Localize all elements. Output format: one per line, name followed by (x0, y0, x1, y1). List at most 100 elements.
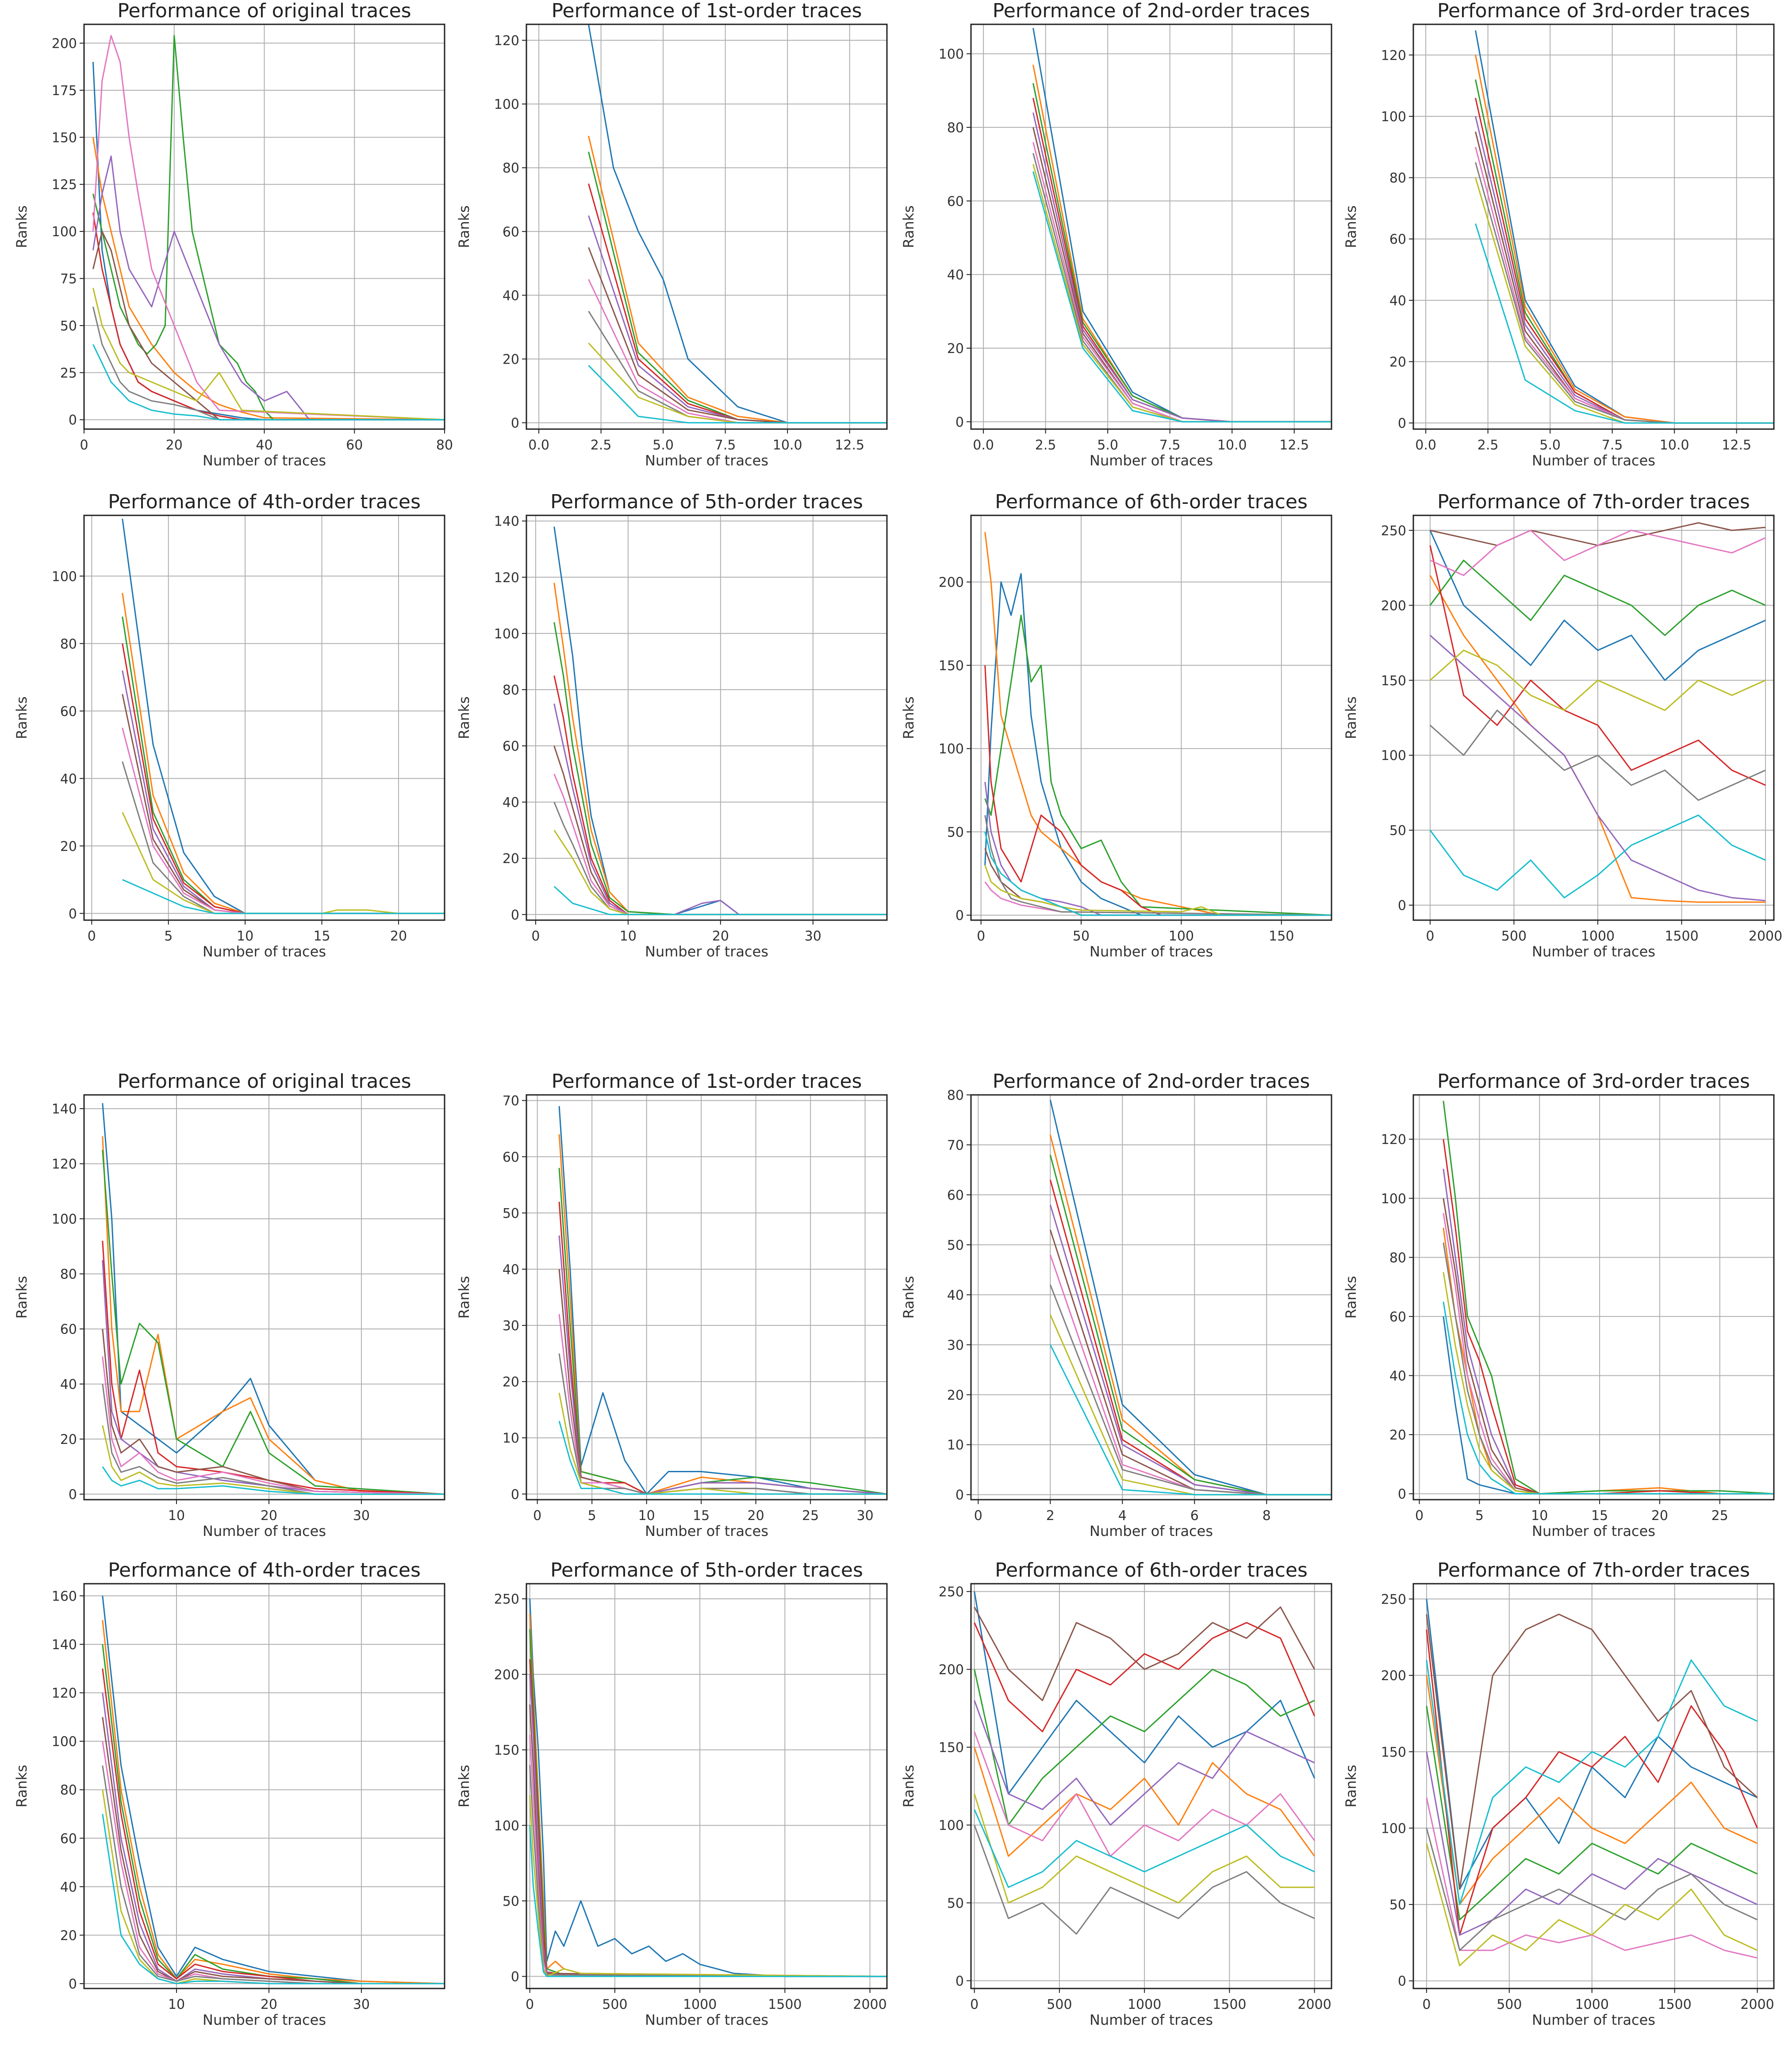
y-tick-label: 40 (503, 288, 519, 303)
series-line-8 (1429, 710, 1766, 801)
y-tick-label: 120 (1381, 48, 1406, 63)
x-tick-label: 5 (1475, 1508, 1484, 1524)
y-tick-label: 120 (52, 1686, 77, 1701)
series-line-10 (1475, 223, 1774, 424)
series-group (1032, 28, 1332, 422)
series-group (974, 1591, 1315, 1935)
y-tick-label: 100 (1381, 1821, 1406, 1836)
series-line-3 (1426, 1705, 1758, 1921)
axes-frame (1412, 1583, 1775, 1989)
series-line-9 (974, 1793, 1315, 1904)
y-tick-label: 80 (60, 637, 77, 652)
x-tick-label: 0 (531, 929, 540, 944)
y-tick-label: 0 (511, 907, 519, 923)
x-tick-label: 500 (1047, 1997, 1072, 2012)
series-line-10 (558, 1420, 887, 1495)
y-axis-label: Ranks (13, 1765, 30, 1808)
plot-area (971, 1584, 1332, 1988)
series-line-6 (102, 1717, 445, 1985)
x-tick-label: 2000 (1749, 929, 1782, 944)
y-tick-label: 100 (494, 97, 519, 112)
y-tick-label: 140 (52, 1102, 77, 1117)
series-line-7 (102, 1356, 445, 1495)
y-tick-label: 120 (52, 1157, 77, 1172)
x-tick-label: 15 (1591, 1508, 1608, 1524)
series-group (984, 532, 1332, 916)
x-tick-label: 2.5 (1477, 438, 1499, 453)
subplot-10: 0 5 10 15 20 25 30 0 10 20 30 40 50 60 70 Performance o… (456, 1070, 888, 1539)
y-tick-label: 70 (503, 1094, 519, 1109)
y-tick-label: 100 (52, 1212, 77, 1227)
series-line-4 (1429, 545, 1766, 786)
y-tick-label: 40 (947, 1288, 964, 1303)
y-tick-label: 100 (494, 1818, 519, 1834)
x-axis-label: Number of traces (203, 2011, 326, 2028)
y-tick-label: 100 (52, 1734, 77, 1750)
y-tick-label: 20 (1389, 355, 1406, 370)
x-axis-label: Number of traces (203, 1523, 326, 1539)
axes-frame (526, 1094, 888, 1501)
x-tick-label: 0 (977, 929, 985, 944)
y-tick-label: 0 (1398, 416, 1406, 431)
y-tick-label: 20 (60, 1928, 77, 1943)
series-line-3 (974, 1669, 1315, 1826)
x-tick-label: 12.5 (1279, 438, 1309, 453)
y-tick-label: 0 (955, 1973, 964, 1989)
y-tick-label: 150 (939, 658, 964, 674)
y-tick-label: 100 (1381, 109, 1406, 125)
y-tick-label: 60 (947, 1188, 964, 1203)
series-line-10 (553, 886, 887, 915)
x-tick-label: 500 (1497, 1997, 1522, 2012)
x-tick-label: 2000 (1740, 1997, 1774, 2012)
x-tick-label: 15 (313, 929, 330, 944)
x-axis-label: Number of traces (645, 1523, 768, 1539)
series-group (102, 1103, 445, 1495)
plot-area (1413, 515, 1774, 920)
y-tick-label: 0 (955, 415, 964, 430)
subplot-title: Performance of 2nd-order traces (993, 0, 1310, 22)
x-tick-label: 12.5 (1722, 438, 1751, 453)
y-tick-label: 0 (1398, 898, 1406, 914)
subplot-16: 0 500 1000 1500 2000 0 50 100 150 200 250 Performan… (1343, 1559, 1775, 2028)
y-tick-label: 20 (503, 352, 519, 367)
subplot-13: 10 20 30 0 20 40 60 80 100 120 140 160 Performance o… (13, 1559, 445, 2028)
series-line-10 (1049, 1344, 1332, 1496)
y-tick-label: 80 (947, 120, 964, 136)
subplot-title: Performance of 4th-order traces (108, 491, 421, 513)
x-tick-label: 1500 (1213, 1997, 1246, 2012)
series-line-7 (974, 1731, 1315, 1857)
series-line-1 (974, 1591, 1315, 1795)
x-axis-label: Number of traces (1532, 943, 1655, 960)
x-axis-label: Number of traces (203, 943, 326, 960)
x-tick-label: 100 (1169, 929, 1194, 944)
y-tick-label: 80 (60, 1783, 77, 1798)
x-tick-label: 10.0 (1217, 438, 1247, 453)
series-group (529, 1599, 887, 1977)
x-tick-label: 7.5 (1159, 438, 1181, 453)
subplot-7: 0 50 100 150 0 50 100 150 200 Performance of 6th-… (900, 491, 1332, 960)
y-tick-label: 50 (503, 1894, 519, 1909)
series-line-3 (1429, 560, 1766, 636)
axes-frame (83, 514, 445, 921)
series-line-2 (92, 137, 445, 421)
x-tick-label: 7.5 (1602, 438, 1623, 453)
series-line-2 (984, 532, 1332, 916)
axes-frame (526, 23, 888, 430)
plot-area (1413, 24, 1774, 429)
y-tick-label: 0 (511, 1487, 519, 1502)
y-tick-label: 40 (60, 1880, 77, 1895)
x-tick-label: 15 (693, 1508, 710, 1524)
series-line-5 (1426, 1751, 1758, 1936)
x-tick-label: 20 (166, 438, 183, 453)
y-tick-label: 80 (1389, 1250, 1406, 1266)
y-tick-label: 20 (503, 1374, 519, 1390)
subplot-1: 0 20 40 60 80 0 25 50 75 100 125 150 175 200 Performan… (13, 0, 453, 469)
y-tick-label: 0 (511, 1969, 519, 1985)
y-tick-label: 80 (503, 683, 519, 698)
series-line-10 (588, 365, 887, 424)
subplot-14: 0 500 1000 1500 2000 0 50 100 150 200 250 Performan… (456, 1559, 888, 2028)
x-tick-label: 0.0 (528, 438, 549, 453)
series-line-4 (984, 665, 1332, 916)
y-tick-label: 60 (947, 194, 964, 209)
